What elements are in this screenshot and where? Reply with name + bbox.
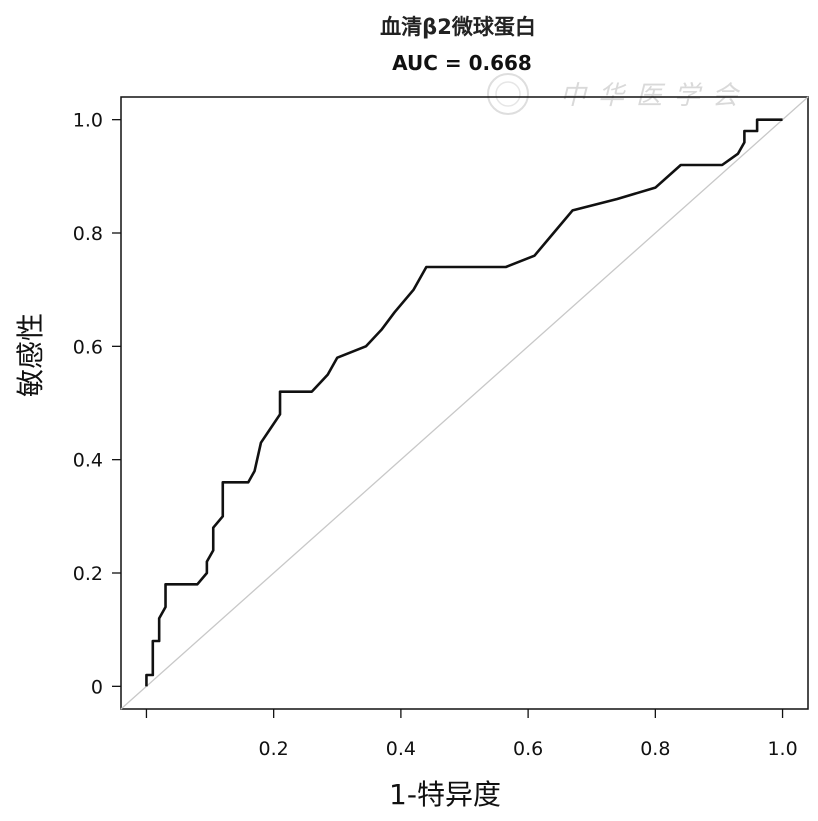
roc-curve-line [145,118,783,687]
reference-diagonal-line [120,96,809,710]
chart-title: 血清β2微球蛋白 [380,15,536,39]
watermark-text: 中华医学会 [560,81,750,111]
x-tick-label: 0.2 [259,738,289,760]
x-tick-label: 0.6 [513,738,543,760]
x-tick-label: 1.0 [767,738,797,760]
y-tick-label: 0.4 [73,450,103,472]
x-axis-label: 1-特异度 [389,778,501,811]
y-axis-label: 敏感性 [14,313,47,397]
y-tick-label: 0.6 [73,336,103,358]
plot-frame [120,96,809,710]
watermark: 中华医学会 [487,73,750,115]
chart-subtitle: AUC = 0.668 [392,51,532,75]
x-tick-label: 0.4 [386,738,416,760]
watermark-seal-inner-icon [495,81,521,107]
reference-diagonal-layer [120,96,809,710]
watermark-seal-icon [487,73,529,115]
x-tick-label: 0.8 [640,738,670,760]
y-tick-label: 0 [91,676,103,698]
y-tick-label: 0.2 [73,563,103,585]
roc-curve-layer [145,118,783,687]
y-tick-label: 0.8 [73,223,103,245]
y-tick-label: 1.0 [73,110,103,132]
y-axis: 0 0.2 0.4 0.6 0.8 1.0 [73,110,121,698]
x-axis: 0.2 0.4 0.6 0.8 1.0 [145,709,798,760]
